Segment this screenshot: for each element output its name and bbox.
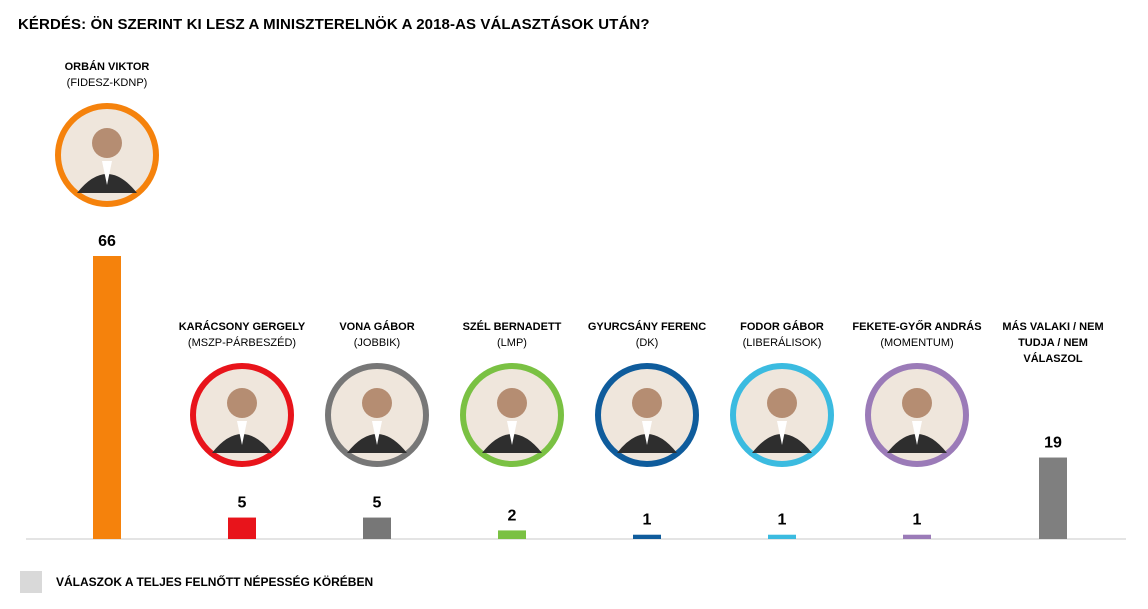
value-label: 5 xyxy=(238,495,247,512)
candidate-name-label: MÁS VALAKI / NEM xyxy=(1002,320,1103,333)
bar xyxy=(903,534,931,539)
candidate-name-label: TUDJA / NEM xyxy=(1018,337,1088,349)
chart-title: KÉRDÉS: ÖN SZERINT KI LESZ A MINISZTEREL… xyxy=(18,16,650,33)
portrait-icon xyxy=(865,363,969,467)
bar xyxy=(228,517,256,539)
bar xyxy=(633,534,661,539)
candidate-name-label: SZÉL BERNADETT xyxy=(463,320,562,333)
candidate-name-label: KARÁCSONY GERGELY xyxy=(179,320,306,333)
portrait-icon xyxy=(190,363,294,467)
party-label: (LIBERÁLISOK) xyxy=(743,336,822,349)
value-label: 66 xyxy=(98,233,116,250)
portrait-icon xyxy=(595,363,699,467)
party-label: (DK) xyxy=(636,337,659,349)
bar xyxy=(768,534,796,539)
legend-swatch xyxy=(20,571,42,593)
value-label: 19 xyxy=(1044,435,1062,452)
value-label: 1 xyxy=(913,512,922,529)
party-label: (JOBBIK) xyxy=(354,337,400,349)
candidate-name-label: VONA GÁBOR xyxy=(339,320,414,333)
party-label: (LMP) xyxy=(497,337,527,349)
bar xyxy=(1039,457,1067,539)
candidate-name-label: ORBÁN VIKTOR xyxy=(65,60,150,73)
candidate-name-label: VÁLASZOL xyxy=(1023,352,1083,365)
bar xyxy=(363,517,391,539)
bar-chart: 66 ORBÁN VIKTOR (FIDESZ-KDNP) 5 KARÁCSONY GE… xyxy=(26,60,1126,540)
value-label: 1 xyxy=(643,512,652,529)
portrait-icon xyxy=(325,363,429,467)
legend: VÁLASZOK A TELJES FELNŐTT NÉPESSÉG KÖRÉB… xyxy=(20,571,373,593)
portrait-icon xyxy=(730,363,834,467)
candidate-name-label: FODOR GÁBOR xyxy=(740,320,824,333)
value-label: 5 xyxy=(373,495,382,512)
portrait-icon xyxy=(55,103,159,207)
party-label: (MOMENTUM) xyxy=(880,337,953,349)
bar xyxy=(93,256,121,539)
portrait-icon xyxy=(460,363,564,467)
candidate-name-label: FEKETE-GYŐR ANDRÁS xyxy=(852,320,981,333)
bar xyxy=(498,530,526,539)
candidate-name-label: GYURCSÁNY FERENC xyxy=(588,320,706,333)
party-label: (FIDESZ-KDNP) xyxy=(67,77,148,89)
value-label: 2 xyxy=(508,507,517,524)
party-label: (MSZP-PÁRBESZÉD) xyxy=(188,336,296,349)
value-label: 1 xyxy=(778,512,787,529)
legend-text: VÁLASZOK A TELJES FELNŐTT NÉPESSÉG KÖRÉB… xyxy=(56,575,374,589)
